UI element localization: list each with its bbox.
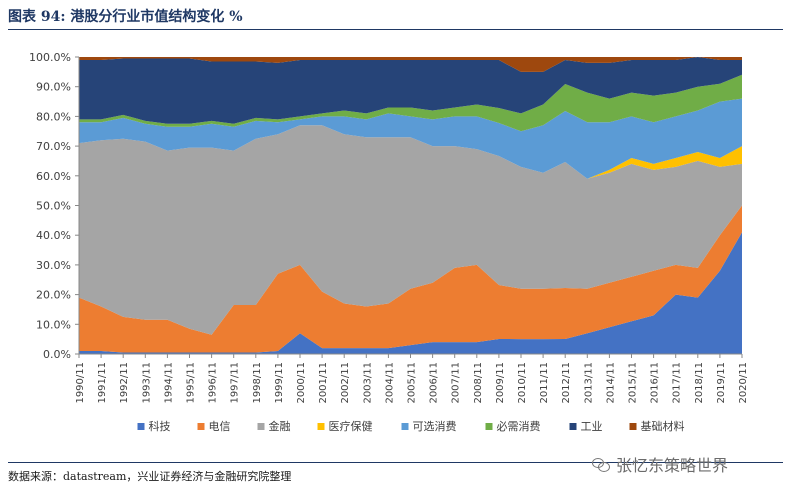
legend-label: 科技	[149, 419, 171, 433]
legend-label: 工业	[581, 420, 603, 433]
x-tick-label: 1999/11	[274, 362, 285, 404]
y-tick-label: 90.0%	[36, 81, 71, 94]
series-area-8	[79, 57, 742, 72]
series-area-1	[79, 232, 742, 354]
x-tick-label: 2007/11	[451, 362, 462, 404]
x-tick-label: 1996/11	[208, 362, 219, 404]
x-tick-label: 2012/11	[561, 362, 572, 404]
legend-label: 可选消费	[413, 419, 457, 433]
x-tick-label: 2011/11	[539, 362, 550, 404]
watermark: 张忆东策略世界	[592, 452, 728, 476]
legend-swatch	[137, 423, 145, 430]
x-tick-label: 2016/11	[650, 362, 661, 404]
x-tick-label: 2004/11	[384, 362, 395, 404]
x-tick-label: 2003/11	[362, 362, 373, 404]
y-tick-label: 80.0%	[36, 110, 71, 123]
y-tick-label: 30.0%	[36, 259, 71, 272]
legend-swatch	[401, 423, 409, 430]
x-tick-label: 2013/11	[583, 362, 594, 404]
watermark-text: 张忆东策略世界	[616, 456, 729, 475]
x-tick-label: 2020/11	[738, 362, 749, 404]
wechat-icon	[592, 457, 610, 472]
x-tick-label: 1998/11	[252, 362, 263, 404]
x-tick-label: 2005/11	[407, 362, 418, 404]
y-tick-label: 50.0%	[36, 200, 71, 213]
legend-swatch	[257, 423, 265, 430]
x-tick-label: 2002/11	[340, 362, 351, 404]
series-area-2	[79, 205, 742, 353]
x-tick-label: 2000/11	[296, 362, 307, 404]
x-tick-label: 2010/11	[517, 362, 528, 404]
source-note: 数据来源：datastream，兴业证券经济与金融研究院整理	[8, 470, 292, 483]
x-tick-label: 1995/11	[186, 362, 197, 404]
x-tick-label: 1991/11	[97, 362, 108, 404]
series-area-6	[79, 74, 742, 132]
y-tick-label: 70.0%	[36, 140, 71, 153]
y-tick-label: 0.0%	[43, 348, 71, 361]
series-area-5	[79, 98, 742, 179]
x-tick-label: 1993/11	[141, 362, 152, 404]
legend-label: 基础材料	[641, 419, 685, 433]
y-tick-label: 100.0%	[29, 51, 71, 64]
x-tick-label: 1997/11	[230, 362, 241, 404]
x-tick-label: 2019/11	[716, 362, 727, 404]
series-area-3	[79, 125, 742, 335]
series-area-7	[79, 57, 742, 124]
y-tick-label: 20.0%	[36, 289, 71, 302]
legend-swatch	[569, 423, 577, 430]
x-tick-label: 2009/11	[495, 362, 506, 404]
legend-swatch	[485, 423, 493, 430]
title-bar: 图表 94: 港股分行业市值结构变化 %	[8, 5, 783, 30]
legend-swatch	[317, 423, 325, 430]
legend-label: 必需消费	[497, 419, 541, 433]
y-tick-label: 60.0%	[36, 170, 71, 183]
chart-title: 图表 94: 港股分行业市值结构变化 %	[8, 9, 243, 25]
x-tick-label: 2001/11	[318, 362, 329, 404]
x-tick-label: 2008/11	[473, 362, 484, 404]
y-tick-label: 40.0%	[36, 229, 71, 242]
x-tick-label: 1992/11	[119, 362, 130, 404]
legend-label: 电信	[209, 420, 231, 433]
x-tick-label: 1994/11	[163, 362, 174, 404]
legend-label: 医疗保健	[329, 419, 373, 433]
x-tick-label: 2015/11	[628, 362, 639, 404]
x-tick-label: 2017/11	[672, 362, 683, 404]
legend-swatch	[629, 423, 637, 430]
y-tick-label: 10.0%	[36, 318, 71, 331]
x-tick-label: 2006/11	[429, 362, 440, 404]
x-tick-label: 2018/11	[694, 362, 705, 404]
x-tick-label: 2014/11	[605, 362, 616, 404]
x-tick-label: 1990/11	[75, 362, 86, 404]
legend-swatch	[197, 423, 205, 430]
source-divider	[8, 462, 783, 463]
legend-label: 金融	[269, 419, 291, 433]
